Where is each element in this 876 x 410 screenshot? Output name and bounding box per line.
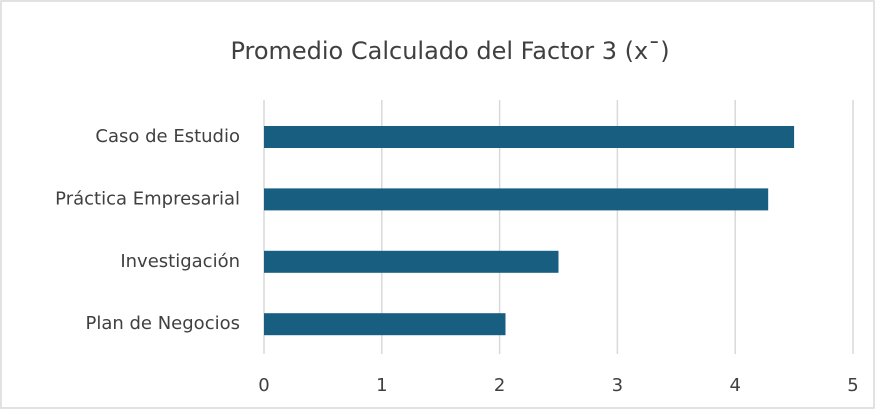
bar [264,313,506,336]
bar [264,126,795,148]
x-tick-label: 5 [847,375,858,396]
x-tick-label: 3 [612,375,623,396]
bar [264,250,559,273]
x-tick-label: 0 [258,375,269,396]
x-tick-label: 1 [376,375,387,396]
chart-title: Promedio Calculado del Factor 3 (x¯) [230,37,669,65]
y-tick-label: Plan de Negocios [85,313,240,334]
y-tick-label: Investigación [120,251,240,272]
y-tick-label: Práctica Empresarial [55,188,240,209]
x-tick-label: 4 [729,375,740,396]
y-tick-label: Caso de Estudio [95,126,240,147]
bar [264,188,769,211]
x-tick-label: 2 [494,375,505,396]
